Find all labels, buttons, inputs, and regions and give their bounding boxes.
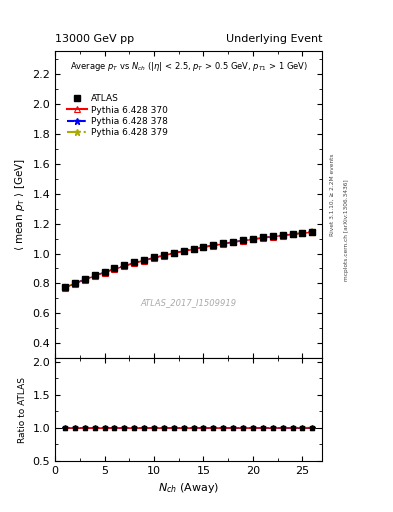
Text: Average $p_T$ vs $N_{ch}$ ($|\eta|$ < 2.5, $p_T$ > 0.5 GeV, $p_{T1}$ > 1 GeV): Average $p_T$ vs $N_{ch}$ ($|\eta|$ < 2.… — [70, 60, 308, 73]
Legend: ATLAS, Pythia 6.428 370, Pythia 6.428 378, Pythia 6.428 379: ATLAS, Pythia 6.428 370, Pythia 6.428 37… — [65, 93, 170, 139]
Text: Rivet 3.1.10, ≥ 2.2M events: Rivet 3.1.10, ≥ 2.2M events — [330, 153, 335, 236]
X-axis label: $N_{ch}$ (Away): $N_{ch}$ (Away) — [158, 481, 219, 495]
Text: Underlying Event: Underlying Event — [226, 33, 322, 44]
Y-axis label: Ratio to ATLAS: Ratio to ATLAS — [18, 377, 27, 442]
Text: 13000 GeV pp: 13000 GeV pp — [55, 33, 134, 44]
Text: ATLAS_2017_I1509919: ATLAS_2017_I1509919 — [141, 298, 237, 308]
Y-axis label: $\langle$ mean $p_\mathrm{T}$ $\rangle$ [GeV]: $\langle$ mean $p_\mathrm{T}$ $\rangle$ … — [13, 158, 27, 251]
Text: mcplots.cern.ch [arXiv:1306.3436]: mcplots.cern.ch [arXiv:1306.3436] — [344, 180, 349, 281]
